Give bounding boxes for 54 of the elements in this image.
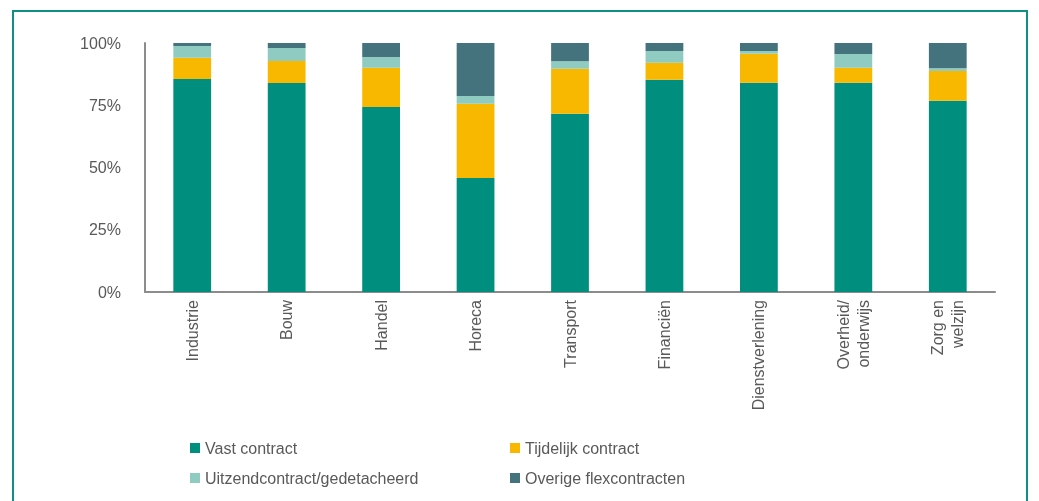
y-tick-label: 0%	[97, 283, 121, 301]
bar	[645, 43, 684, 51]
bar	[173, 43, 212, 46]
bar	[834, 43, 873, 54]
bar	[740, 82, 778, 292]
bar	[928, 70, 967, 101]
y-tick-label: 75%	[88, 96, 121, 114]
bar	[551, 68, 589, 114]
bar	[456, 43, 495, 97]
bar	[645, 50, 684, 63]
x-tick-label: Overheid/onderwijs	[834, 299, 872, 370]
x-tick-label: Transport	[561, 299, 579, 368]
bar	[456, 103, 495, 178]
bar	[928, 68, 967, 71]
bar	[267, 60, 306, 84]
legend-label: Tijdelijk contract	[525, 439, 640, 457]
y-tick-label: 100%	[80, 34, 121, 52]
x-tick-label: Financiën	[655, 300, 673, 370]
y-tick-label: 25%	[88, 221, 121, 239]
bar	[551, 113, 589, 292]
bar	[740, 43, 778, 51]
bar	[267, 83, 306, 292]
bar	[740, 53, 778, 83]
x-tick-label: Horeca	[467, 299, 485, 352]
bar	[834, 82, 873, 292]
bar	[456, 96, 495, 104]
x-tick-label: Dienstverlening	[750, 300, 768, 411]
bar	[834, 67, 873, 83]
x-tick-label: Zorg en welzijn	[929, 300, 967, 356]
bar	[362, 67, 400, 107]
bar	[645, 79, 684, 292]
bar	[645, 62, 684, 80]
bar	[551, 43, 589, 62]
x-tick-label: Handel	[372, 300, 390, 351]
bar	[362, 43, 400, 57]
bar	[928, 43, 967, 69]
legend-label: Vast contract	[205, 439, 298, 457]
bar	[834, 53, 873, 68]
bar	[362, 106, 400, 292]
bar	[551, 61, 589, 69]
x-tick-label: Bouw	[278, 299, 296, 341]
y-tick-label: 50%	[88, 159, 121, 176]
x-tick-label: Industrie	[183, 299, 201, 362]
bar	[740, 50, 778, 54]
bar	[267, 47, 306, 61]
bar	[173, 57, 212, 80]
bar	[928, 100, 967, 292]
legend-label: Uitzendcontract/gedetacheerd	[205, 469, 419, 487]
bar	[173, 79, 212, 292]
bar	[173, 45, 212, 58]
legend-label: Overige flexcontracten	[525, 469, 686, 487]
bar	[456, 177, 495, 292]
bar	[267, 43, 306, 48]
bar	[362, 56, 400, 68]
